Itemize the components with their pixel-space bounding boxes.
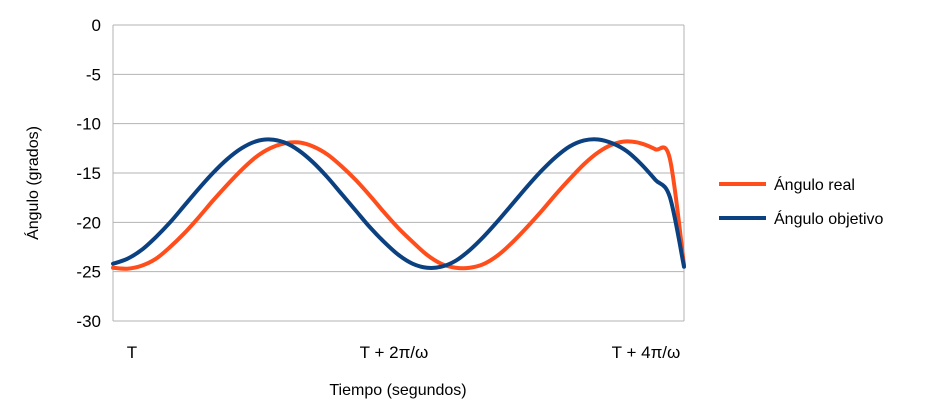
y-tick-label: -10 xyxy=(76,115,101,134)
y-tick-labels: 0 -5 -10 -15 -20 -25 -30 xyxy=(76,16,101,331)
x-tick-label: T xyxy=(127,343,137,362)
series-lines xyxy=(111,137,686,271)
x-tick-labels: T T + 2π/ω T + 4π/ω xyxy=(127,343,681,362)
legend-label: Ángulo real xyxy=(774,175,855,194)
y-tick-label: -15 xyxy=(76,164,101,183)
y-tick-label: -25 xyxy=(76,263,101,282)
y-tick-label: 0 xyxy=(92,16,101,35)
grid-lines xyxy=(112,24,685,322)
y-axis-label: Ángulo (grados) xyxy=(23,126,42,240)
y-tick-label: -30 xyxy=(76,312,101,331)
x-tick-label: T + 2π/ω xyxy=(360,343,429,362)
x-axis-label: Tiempo (segundos) xyxy=(329,382,466,399)
legend: Ángulo real Ángulo objetivo xyxy=(719,175,884,228)
series-line xyxy=(111,137,686,270)
legend-label: Ángulo objetivo xyxy=(774,209,884,228)
series-line xyxy=(111,139,686,271)
y-tick-label: -20 xyxy=(76,213,101,232)
x-tick-label: T + 4π/ω xyxy=(612,343,681,362)
y-tick-label: -5 xyxy=(86,65,101,84)
